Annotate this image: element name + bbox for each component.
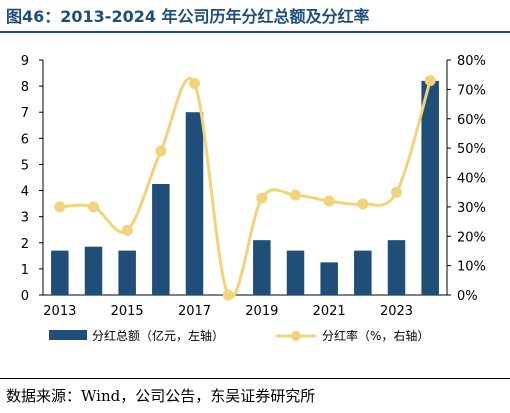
bar-2015 <box>118 250 136 295</box>
title-divider <box>0 31 510 33</box>
right-tick-label: 50% <box>457 142 486 157</box>
ratio-point-2022 <box>357 198 369 210</box>
left-tick-label: 0 <box>21 289 29 304</box>
right-tick-label: 70% <box>457 83 486 98</box>
left-tick-label: 1 <box>21 263 29 278</box>
ratio-point-2013 <box>54 201 66 213</box>
right-axis: 0% 10% 20% 30% 40% 50% 60% 70% 80% <box>446 54 486 304</box>
x-tick-label: 2013 <box>43 304 76 319</box>
right-tick-label: 60% <box>457 113 486 128</box>
legend-bar-label: 分红总额（亿元，左轴） <box>92 328 224 343</box>
ratio-point-2019 <box>256 192 268 204</box>
combo-chart: 0 1 2 3 4 5 6 7 8 9 0% 10% 20% 30% 40% 50% 60% 70% 80% 20… <box>21 54 486 343</box>
x-tick-label: 2019 <box>245 304 278 319</box>
right-tick-label: 10% <box>457 260 486 275</box>
right-tick-label: 40% <box>457 172 486 187</box>
ratio-point-2020 <box>290 189 301 201</box>
right-tick-label: 80% <box>457 54 486 69</box>
left-tick-label: 5 <box>21 158 29 173</box>
legend-line-marker <box>291 331 301 341</box>
ratio-point-2017 <box>189 78 200 89</box>
bar-2019 <box>253 240 271 295</box>
ratio-point-2021 <box>323 195 335 207</box>
ratio-point-2018 <box>222 289 234 301</box>
legend: 分红总额（亿元，左轴） 分红率（%，右轴） <box>49 328 429 343</box>
left-tick-label: 4 <box>21 185 29 200</box>
chart-title: 图46：2013-2024 年公司历年分红总额及分红率 <box>6 7 370 26</box>
x-tick-label: 2023 <box>380 304 413 319</box>
bar-2020 <box>286 250 305 295</box>
source-divider <box>0 378 510 379</box>
bar-2016 <box>152 184 170 295</box>
left-tick-label: 8 <box>21 80 29 95</box>
ratio-line-path <box>59 76 432 299</box>
right-tick-label: 0% <box>457 289 478 304</box>
x-tick-label: 2015 <box>111 304 144 319</box>
source-note: 数据来源：Wind，公司公告，东吴证券研究所 <box>6 387 316 405</box>
ratio-point-2023 <box>391 186 402 198</box>
bar-2023 <box>387 240 406 295</box>
left-tick-label: 3 <box>21 211 29 226</box>
x-tick-label: 2021 <box>313 304 346 319</box>
x-tick-label: 2017 <box>178 304 211 319</box>
bar-2021 <box>320 262 338 295</box>
left-tick-label: 9 <box>21 54 29 69</box>
bars <box>51 80 439 295</box>
bar-2022 <box>354 250 372 295</box>
left-tick-label: 6 <box>21 132 29 147</box>
x-axis: 2013 2015 2017 2019 2021 2023 <box>43 294 447 319</box>
right-tick-label: 20% <box>457 230 486 245</box>
left-tick-label: 7 <box>21 106 29 121</box>
legend-bar-swatch <box>49 330 87 340</box>
bar-2014 <box>84 246 103 295</box>
ratio-point-2015 <box>121 224 133 236</box>
ratio-point-2024 <box>424 75 436 87</box>
ratio-point-2014 <box>88 201 99 213</box>
ratio-point-2016 <box>155 145 167 157</box>
bar-2024 <box>421 80 439 295</box>
right-tick-label: 30% <box>457 201 486 216</box>
bar-2013 <box>51 250 69 295</box>
legend-line-label: 分红率（%，右轴） <box>322 328 429 343</box>
left-tick-label: 2 <box>21 237 29 252</box>
left-axis: 0 1 2 3 4 5 6 7 8 9 <box>21 54 44 304</box>
bar-2017 <box>185 112 204 295</box>
dividend-ratio-line <box>54 75 436 301</box>
